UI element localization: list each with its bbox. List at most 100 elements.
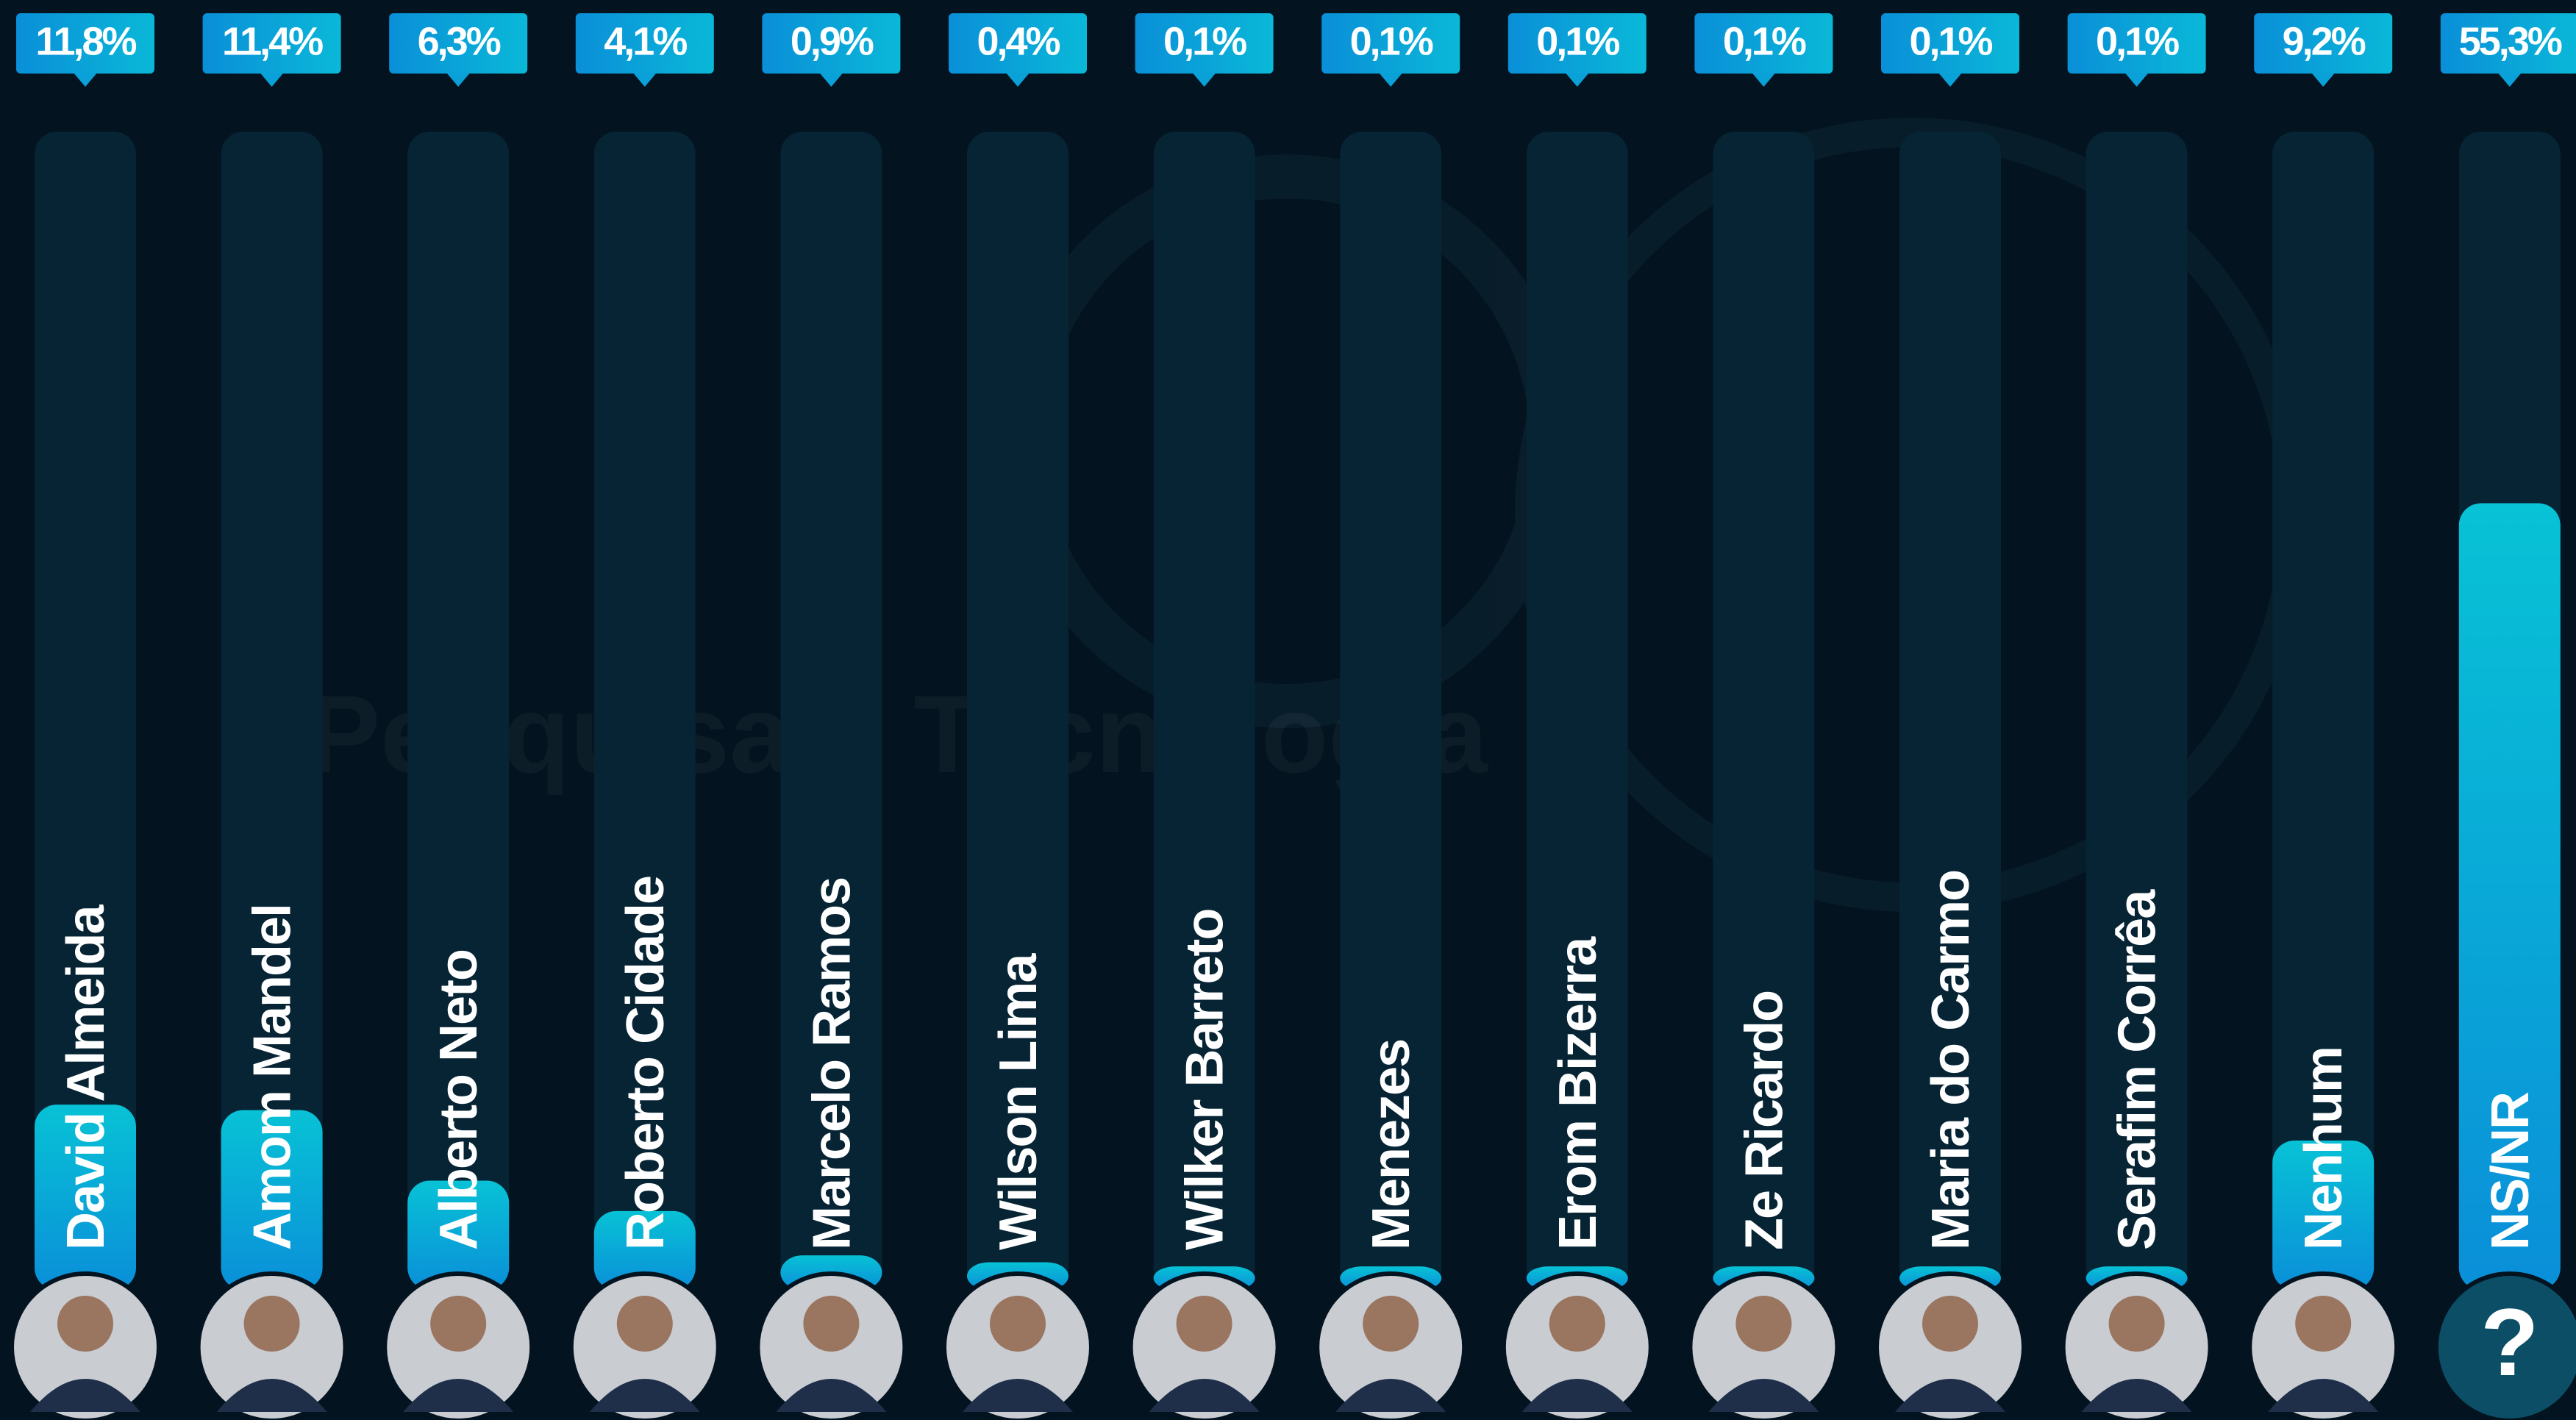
category-label: Ze Ricardo	[1735, 991, 1794, 1250]
bar	[407, 1180, 510, 1290]
avatar	[2433, 1271, 2576, 1420]
category-label: Wilker Barreto	[1176, 909, 1235, 1250]
value-tag-pointer	[1938, 73, 1962, 87]
bar-track	[1899, 132, 2001, 1290]
avatar-body	[1521, 1379, 1633, 1412]
bar-track	[35, 132, 136, 1290]
category-label: Roberto Cidade	[616, 877, 675, 1250]
value-label: 0,1%	[1350, 19, 1433, 63]
bar	[221, 1110, 323, 1290]
avatar-body	[1149, 1379, 1260, 1412]
value-label: 0,1%	[1723, 19, 1806, 63]
value-label: 0,4%	[977, 19, 1060, 63]
value-tag	[389, 13, 528, 74]
category-label: Menezes	[1362, 1040, 1421, 1250]
value-tag	[1508, 13, 1646, 74]
avatar-head	[430, 1296, 487, 1352]
bar	[2458, 503, 2561, 1290]
value-tag	[2440, 13, 2576, 74]
bar	[593, 1210, 696, 1290]
value-tag-pointer	[2497, 73, 2522, 87]
value-tag-pointer	[74, 73, 97, 87]
value-tag-pointer	[1379, 73, 1403, 87]
avatar-head	[1549, 1296, 1605, 1352]
avatar-body	[1895, 1379, 2005, 1412]
value-tag	[949, 13, 1087, 74]
value-tag	[2254, 13, 2393, 74]
bar-track	[2086, 132, 2188, 1290]
bar-track	[2272, 132, 2375, 1290]
bar-track	[1713, 132, 1815, 1290]
avatar-head	[2108, 1296, 2165, 1352]
category-label: Marcelo Ramos	[802, 878, 861, 1250]
category-label: Serafim Corrêa	[2108, 889, 2167, 1250]
bar-track	[407, 132, 510, 1290]
avatar-body	[2268, 1379, 2379, 1412]
category-label: Maria do Carmo	[1922, 871, 1980, 1250]
avatar-body	[216, 1379, 327, 1412]
bar-track	[780, 132, 882, 1290]
value-tag-pointer	[2311, 73, 2336, 87]
avatar-body	[776, 1379, 887, 1412]
bar-track	[1153, 132, 1255, 1290]
value-tag-pointer	[446, 73, 471, 87]
bar-track	[967, 132, 1068, 1290]
bar	[35, 1105, 136, 1290]
value-tag	[575, 13, 714, 74]
value-label: 0,1%	[1163, 19, 1246, 63]
value-tag	[2067, 13, 2206, 74]
category-label: Nenhum	[2294, 1047, 2353, 1250]
value-label: 55,3%	[2459, 19, 2562, 63]
avatar-head	[990, 1296, 1046, 1352]
value-label: 0,1%	[1536, 19, 1619, 63]
value-label: 0,1%	[1909, 19, 1992, 63]
bar-track	[593, 132, 696, 1290]
value-label: 0,1%	[2096, 19, 2179, 63]
avatar-head	[803, 1296, 860, 1352]
value-tag	[1881, 13, 2019, 74]
value-tag	[762, 13, 901, 74]
bar-track	[1340, 132, 1442, 1290]
value-tag-pointer	[1006, 73, 1030, 87]
bar-track	[221, 132, 323, 1290]
value-tag	[202, 13, 341, 74]
avatar-head	[57, 1296, 113, 1352]
avatar-head	[243, 1296, 300, 1352]
bar	[2272, 1141, 2375, 1290]
avatar-body	[1335, 1379, 1446, 1412]
value-tag	[1694, 13, 1833, 74]
value-label: 6,3%	[418, 19, 501, 63]
value-label: 9,2%	[2283, 19, 2366, 63]
value-tag	[1321, 13, 1460, 74]
avatar-icon: ?	[2480, 1288, 2538, 1396]
value-tag-pointer	[1192, 73, 1216, 87]
category-label: David Almeida	[57, 905, 115, 1250]
avatar-head	[1363, 1296, 1419, 1352]
value-tag-pointer	[260, 73, 284, 87]
avatar-head	[1922, 1296, 1978, 1352]
avatar-body	[403, 1379, 514, 1412]
avatar-body	[2081, 1379, 2192, 1412]
value-tag	[16, 13, 154, 74]
avatar-head	[616, 1296, 673, 1352]
category-label: NS/NR	[2481, 1092, 2540, 1250]
avatar-head	[2295, 1296, 2352, 1352]
avatar-body	[963, 1379, 1073, 1412]
avatar-body	[1708, 1379, 1819, 1412]
avatar-body	[30, 1379, 140, 1412]
value-tag-pointer	[1752, 73, 1776, 87]
value-label: 4,1%	[604, 19, 687, 63]
avatar-head	[1176, 1296, 1232, 1352]
category-label: Alberto Neto	[429, 950, 488, 1250]
value-tag-pointer	[632, 73, 657, 87]
value-tag-pointer	[819, 73, 843, 87]
avatar-body	[589, 1379, 700, 1412]
value-label: 11,4%	[222, 19, 323, 63]
category-label: Amom Mandel	[243, 905, 302, 1250]
category-label: Wilson Lima	[989, 953, 1048, 1250]
bar-track	[1526, 132, 1628, 1290]
avatar-head	[1735, 1296, 1792, 1352]
value-tag-pointer	[1565, 73, 1589, 87]
value-label: 0,9%	[791, 19, 874, 63]
